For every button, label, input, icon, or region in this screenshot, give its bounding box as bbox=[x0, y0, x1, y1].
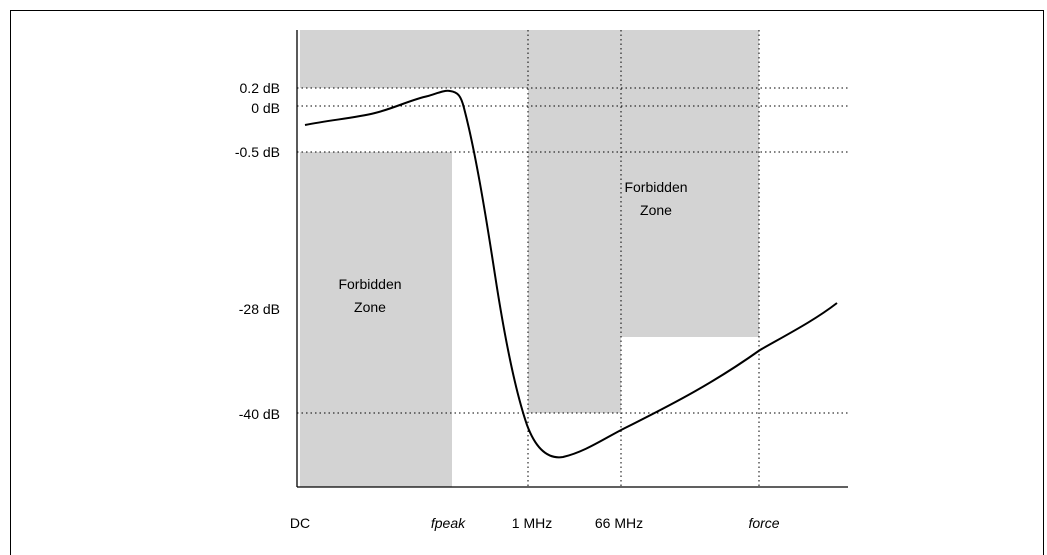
right-zone-caption-line1: Forbidden bbox=[624, 179, 687, 195]
label-minus-0-5db: -0.5 dB bbox=[235, 144, 280, 160]
zone-left-lower bbox=[300, 152, 452, 487]
zone-top-band bbox=[300, 30, 528, 88]
zone-captions: Forbidden Zone Forbidden Zone bbox=[338, 179, 687, 315]
label-force: force bbox=[748, 515, 779, 531]
label-0db: 0 dB bbox=[251, 100, 280, 116]
label-1mhz: 1 MHz bbox=[512, 515, 552, 531]
y-axis-labels: 0.2 dB 0 dB -0.5 dB -28 dB -40 dB bbox=[235, 80, 280, 422]
forbidden-zones bbox=[300, 30, 759, 487]
left-zone-caption-line2: Zone bbox=[354, 299, 386, 315]
zone-right-block bbox=[621, 30, 759, 337]
axes bbox=[296, 30, 848, 488]
label-fpeak: fpeak bbox=[431, 515, 466, 531]
label-minus-28db: -28 dB bbox=[239, 301, 280, 317]
label-0-2db: 0.2 dB bbox=[240, 80, 280, 96]
grid-lines bbox=[297, 30, 848, 487]
label-minus-40db: -40 dB bbox=[239, 406, 280, 422]
label-66mhz: 66 MHz bbox=[595, 515, 643, 531]
zone-center-column bbox=[528, 30, 621, 413]
left-zone-caption-line1: Forbidden bbox=[338, 276, 401, 292]
label-dc: DC bbox=[290, 515, 310, 531]
response-curve bbox=[304, 89, 838, 459]
x-axis-labels: DC fpeak 1 MHz 66 MHz force bbox=[290, 515, 780, 531]
right-zone-caption-line2: Zone bbox=[640, 202, 672, 218]
figure-frame bbox=[10, 10, 1044, 555]
